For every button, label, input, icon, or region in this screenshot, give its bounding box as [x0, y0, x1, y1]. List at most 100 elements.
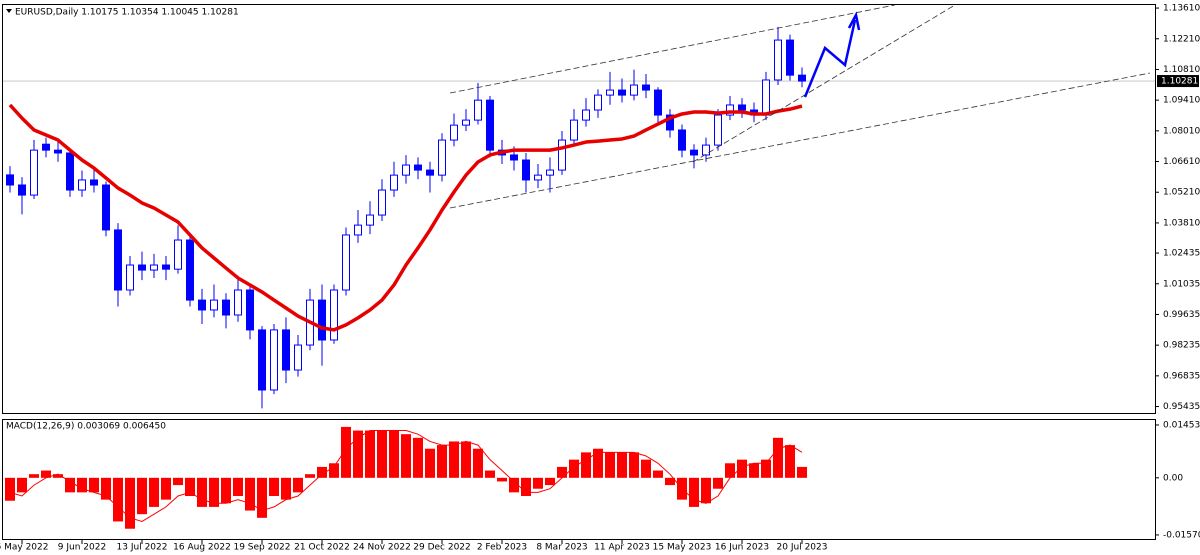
candle-body [222, 299, 230, 316]
y-tick-label: 1.12210 [1163, 34, 1200, 44]
candle-body [414, 164, 422, 171]
x-tick-label: 15 May 2023 [653, 543, 712, 553]
macd-bar [545, 477, 555, 486]
macd-y-tick-label: -0.015708 [1163, 530, 1200, 540]
macd-bar [257, 477, 267, 518]
y-tick-label: 0.99635 [1163, 310, 1200, 320]
macd-bar [785, 445, 795, 478]
macd-bar [521, 477, 531, 496]
candle-body [522, 159, 530, 181]
candle-body [462, 119, 470, 126]
macd-bar [473, 448, 483, 478]
candle-body [66, 152, 74, 191]
candle-body [714, 114, 722, 146]
candle-body [510, 154, 518, 161]
macd-bar [749, 463, 759, 478]
macd-bar [17, 477, 27, 493]
candle-body [138, 264, 146, 271]
macd-bar [761, 459, 771, 478]
macd-bar [197, 477, 207, 507]
candle-body [558, 139, 566, 171]
macd-bar [5, 477, 15, 501]
candle-body [546, 169, 554, 176]
candle-body [246, 289, 254, 331]
candle-body [42, 143, 50, 151]
macd-bar [113, 477, 123, 522]
menu-arrow [6, 9, 12, 13]
candle-body [30, 149, 38, 196]
macd-bar [509, 477, 519, 493]
candle-body [678, 129, 686, 151]
candle-body [126, 264, 134, 291]
macd-title: MACD(12,26,9) 0.003069 0.006450 [6, 422, 166, 432]
candle-body [354, 224, 362, 236]
candle-body [186, 239, 194, 301]
trend-line [449, 4, 896, 94]
chart-title: EURUSD,Daily 1.10175 1.10354 1.10045 1.1… [15, 8, 239, 18]
candle-body [54, 149, 62, 154]
macd-bar [137, 477, 147, 515]
candle-body [438, 139, 446, 176]
y-tick-label: 1.10810 [1163, 65, 1200, 75]
candle-body [618, 89, 626, 96]
candle-body [6, 174, 14, 186]
x-tick-label: 16 Aug 2022 [173, 543, 231, 553]
macd-bar [401, 434, 411, 478]
macd-bar [653, 470, 663, 478]
macd-y-tick-label: 0.00 [1163, 473, 1183, 483]
y-tick-label: 1.01035 [1163, 279, 1200, 289]
x-tick-label: 9 Jun 2022 [58, 543, 106, 553]
macd-bar [89, 477, 99, 493]
candle-body [318, 299, 326, 341]
candle-body [774, 39, 782, 81]
y-tick-label: 1.08010 [1163, 126, 1200, 136]
macd-bar [797, 466, 807, 478]
macd-bar [713, 477, 723, 489]
macd-bar [689, 477, 699, 507]
y-tick-label: 1.05210 [1163, 188, 1200, 198]
trend-line [449, 72, 1151, 209]
candle-body [114, 229, 122, 291]
candle-body [762, 79, 770, 116]
macd-bar [161, 477, 171, 500]
macd-bar [533, 477, 543, 489]
y-tick-label: 0.96835 [1163, 371, 1200, 381]
x-tick-label: 2 Feb 2023 [477, 543, 527, 553]
macd-bar [245, 477, 255, 511]
candle-body [162, 264, 170, 270]
y-tick-label: 1.02435 [1163, 249, 1200, 259]
macd-bar [629, 452, 639, 478]
macd-bar [641, 459, 651, 478]
candle-body [258, 329, 266, 391]
macd-bar [605, 452, 615, 478]
macd-bar [221, 477, 231, 504]
candle-body [486, 99, 494, 151]
candle-body [102, 184, 110, 231]
macd-bar [29, 474, 39, 478]
y-tick-label: 1.09410 [1163, 96, 1200, 106]
candle-body [366, 214, 374, 226]
macd-bar [437, 445, 447, 478]
candle-body [18, 184, 26, 196]
macd-bar [233, 477, 243, 496]
macd-bar [737, 459, 747, 478]
x-tick-label: 11 Apr 2023 [594, 543, 650, 553]
macd-bar [77, 477, 87, 493]
y-tick-label: 0.95435 [1163, 402, 1200, 412]
x-tick-label: 16 Jun 2023 [715, 543, 769, 553]
candle-body [450, 124, 458, 141]
macd-bar [557, 466, 567, 478]
macd-bar [593, 448, 603, 478]
macd-bar [461, 441, 471, 478]
macd-bar [581, 452, 591, 478]
macd-bar [701, 477, 711, 504]
macd-bar [665, 477, 675, 486]
y-tick-label: 1.13610 [1163, 4, 1200, 14]
candle-body [570, 119, 578, 141]
macd-bar [341, 426, 351, 478]
candle-body [390, 174, 398, 191]
moving-average [8, 103, 803, 332]
x-tick-label: 24 Nov 2022 [353, 543, 411, 553]
macd-bar [377, 430, 387, 478]
